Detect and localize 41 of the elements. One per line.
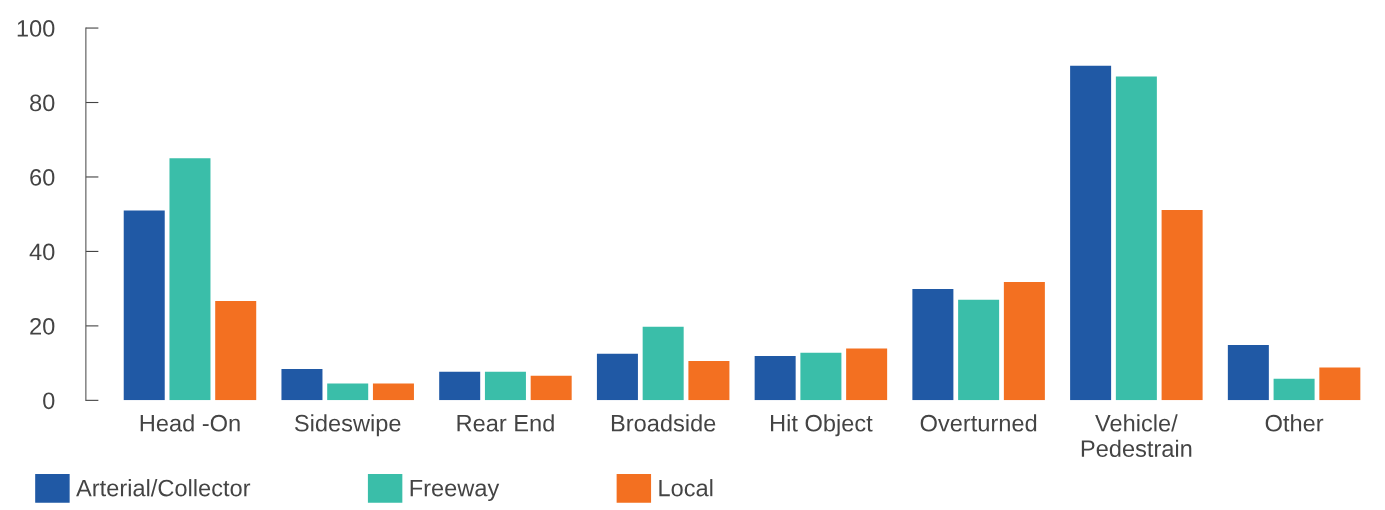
x-tick-label: Broadside [611, 414, 716, 432]
bar [1003, 281, 1045, 401]
bar [754, 356, 796, 401]
x-tick-label: Vehicle/ Pedestrain [1081, 414, 1192, 458]
legend-label: Freeway [410, 479, 500, 502]
x-tick-label: Head -On [140, 414, 240, 432]
bar [484, 371, 526, 401]
y-tick-label: 40 [29, 243, 55, 261]
x-tick-label: Sideswipe [294, 414, 401, 437]
bar [281, 369, 323, 401]
x-tick-label: Rear End [457, 414, 554, 432]
bar [1319, 367, 1361, 401]
bar [846, 348, 888, 401]
bar [1161, 210, 1203, 401]
bar [1227, 344, 1269, 401]
bar [800, 352, 842, 401]
bar [912, 289, 954, 401]
y-tick-label: 60 [30, 169, 55, 186]
y-tick-label: 80 [30, 94, 55, 112]
bar [1273, 378, 1315, 401]
x-tick-label: Hit Object [771, 414, 873, 437]
bar [215, 300, 257, 401]
bar [123, 210, 165, 401]
bar [642, 326, 684, 401]
bar [1070, 65, 1112, 401]
bar [1115, 76, 1157, 401]
bar [530, 375, 572, 401]
legend-label: Local [659, 479, 713, 497]
bar [688, 360, 730, 401]
legend-label: Arterial/Collector [76, 479, 251, 497]
x-tick-label: Other [1265, 414, 1324, 432]
y-tick-label: 0 [43, 392, 55, 410]
y-tick-label: 100 [17, 20, 55, 37]
bar [596, 353, 638, 401]
bar [327, 383, 369, 401]
y-tick-label: 20 [30, 317, 55, 335]
bar [439, 371, 481, 401]
bar [169, 158, 211, 401]
bar [958, 299, 1000, 401]
bar [372, 383, 414, 401]
x-tick-label: Overturned [920, 414, 1037, 432]
